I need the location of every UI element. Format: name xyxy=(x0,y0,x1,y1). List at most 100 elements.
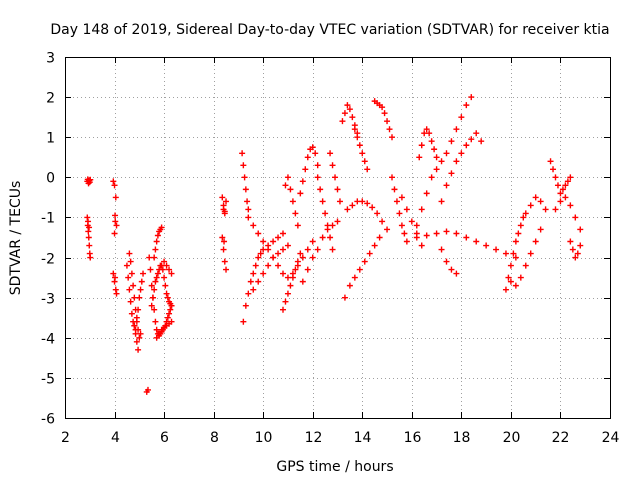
y-tick-label: 2 xyxy=(46,91,55,107)
data-point xyxy=(329,246,336,253)
data-point xyxy=(416,154,423,161)
data-point xyxy=(299,278,306,285)
data-point xyxy=(433,230,440,237)
data-point xyxy=(312,150,319,157)
data-point xyxy=(275,250,282,257)
data-point xyxy=(260,270,267,277)
data-point xyxy=(453,158,460,165)
x-tick-label: 16 xyxy=(404,430,422,446)
data-point xyxy=(284,174,291,181)
grid xyxy=(65,57,610,418)
data-point xyxy=(161,274,168,281)
data-point xyxy=(443,258,450,265)
data-point xyxy=(168,318,175,325)
data-point xyxy=(136,334,143,341)
data-point xyxy=(287,186,294,193)
data-point xyxy=(453,230,460,237)
series-m xyxy=(161,258,175,277)
data-point xyxy=(297,250,304,257)
data-point xyxy=(483,242,490,249)
data-point xyxy=(131,294,138,301)
data-point xyxy=(369,204,376,211)
data-point xyxy=(314,174,321,181)
data-point xyxy=(418,206,425,213)
data-point xyxy=(297,190,304,197)
data-point xyxy=(522,262,529,269)
data-point xyxy=(569,246,576,253)
data-point xyxy=(127,258,134,265)
data-point xyxy=(125,274,132,281)
data-point xyxy=(166,266,173,273)
data-point xyxy=(304,266,311,273)
data-point xyxy=(137,286,144,293)
data-point xyxy=(463,102,470,109)
data-point xyxy=(86,224,93,231)
data-point xyxy=(396,210,403,217)
data-point xyxy=(517,274,524,281)
data-point xyxy=(252,262,259,269)
data-point xyxy=(241,174,248,181)
data-point xyxy=(245,206,252,213)
x-tick-label: 8 xyxy=(210,430,219,446)
data-point xyxy=(85,228,92,235)
data-point xyxy=(547,158,554,165)
data-point xyxy=(557,198,564,205)
data-point xyxy=(152,318,159,325)
data-point xyxy=(138,278,145,285)
data-point xyxy=(168,270,175,277)
series-an xyxy=(522,194,549,217)
data-point xyxy=(156,330,163,337)
x-axis-label: GPS time / hours xyxy=(276,459,393,475)
data-point xyxy=(572,254,579,261)
data-point xyxy=(289,198,296,205)
data-point xyxy=(572,214,579,221)
data-point xyxy=(428,174,435,181)
data-point xyxy=(473,238,480,245)
data-point xyxy=(448,170,455,177)
data-point xyxy=(162,282,169,289)
data-point xyxy=(221,210,228,217)
data-point xyxy=(153,238,160,245)
data-point xyxy=(123,262,130,269)
data-point xyxy=(322,210,329,217)
y-tick-label: -4 xyxy=(41,332,55,348)
series-ap xyxy=(552,194,584,233)
series-h xyxy=(143,386,151,395)
data-point xyxy=(334,218,341,225)
data-point xyxy=(153,334,160,341)
data-point xyxy=(423,190,430,197)
series-am xyxy=(507,226,544,289)
data-point xyxy=(463,234,470,241)
series-y xyxy=(327,150,343,205)
data-point xyxy=(327,150,334,157)
data-point xyxy=(152,278,159,285)
data-point xyxy=(351,126,358,133)
series-ak xyxy=(438,246,460,277)
data-point xyxy=(379,104,386,111)
data-point xyxy=(327,234,334,241)
data-point xyxy=(245,214,252,221)
series-a xyxy=(84,176,94,187)
data-point xyxy=(270,238,277,245)
data-point xyxy=(384,118,391,125)
data-point xyxy=(433,166,440,173)
data-point xyxy=(324,222,331,229)
data-point xyxy=(220,246,227,253)
data-point xyxy=(166,310,173,317)
data-point xyxy=(265,262,272,269)
data-point xyxy=(242,302,249,309)
chart-title: Day 148 of 2019, Sidereal Day-to-day VTE… xyxy=(50,22,609,38)
data-point xyxy=(349,114,356,121)
data-point xyxy=(537,226,544,233)
series-ad xyxy=(371,98,395,141)
data-point xyxy=(391,186,398,193)
data-point xyxy=(401,230,408,237)
data-point xyxy=(304,246,311,253)
data-point xyxy=(431,146,438,153)
data-point xyxy=(351,274,358,281)
data-point xyxy=(443,150,450,157)
data-point xyxy=(220,206,227,213)
data-point xyxy=(577,226,584,233)
series-aj xyxy=(403,228,519,261)
